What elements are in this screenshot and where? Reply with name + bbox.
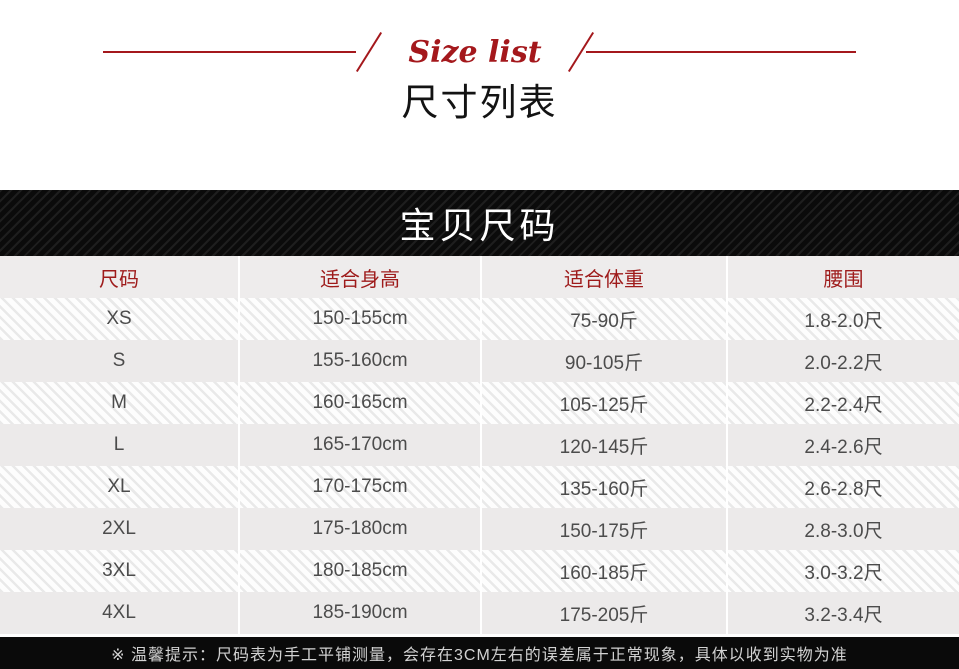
cell-weight: 150-175斤 (480, 508, 726, 551)
section-header: Size list 尺寸列表 (0, 0, 959, 190)
cell-waist: 3.2-3.4尺 (726, 592, 959, 635)
cell-weight: 75-90斤 (480, 298, 726, 341)
cell-size: XS (106, 308, 132, 330)
cell-size: 3XL (102, 560, 136, 582)
cell-weight: 160-185斤 (480, 550, 726, 593)
cell-waist: 2.2-2.4尺 (726, 382, 959, 425)
english-title-row: Size list (0, 29, 959, 75)
table-row: XS 150-155cm 75-90斤 1.8-2.0尺 (0, 298, 959, 341)
decorative-line-left (103, 51, 357, 53)
cell-weight: 135-160斤 (480, 466, 726, 509)
cell-height: 180-185cm (238, 550, 480, 593)
cell-waist: 3.0-3.2尺 (726, 550, 959, 593)
decorative-slash-left (356, 31, 383, 73)
cell-waist: 1.8-2.0尺 (726, 298, 959, 341)
cell-height: 185-190cm (238, 592, 480, 635)
cell-height: 165-170cm (238, 424, 480, 467)
table-body: XS 150-155cm 75-90斤 1.8-2.0尺 S 155-160cm… (0, 298, 959, 635)
cell-height: 175-180cm (238, 508, 480, 551)
notice-bar: ※ 温馨提示：尺码表为手工平铺测量，会存在3CM左右的误差属于正常现象，具体以收… (0, 637, 959, 669)
column-header-waist: 腰围 (726, 256, 959, 299)
cell-weight: 105-125斤 (480, 382, 726, 425)
table-header-row: 尺码 适合身高 适合体重 腰围 (0, 256, 959, 299)
table-row: 4XL 185-190cm 175-205斤 3.2-3.4尺 (0, 592, 959, 635)
cell-height: 170-175cm (238, 466, 480, 509)
cell-waist: 2.4-2.6尺 (726, 424, 959, 467)
cell-waist: 2.6-2.8尺 (726, 466, 959, 509)
banner-title: 宝贝尺码 (399, 204, 560, 246)
cell-waist: 2.8-3.0尺 (726, 508, 959, 551)
cell-height: 150-155cm (238, 298, 480, 341)
cell-size: M (111, 392, 127, 414)
cell-waist: 2.0-2.2尺 (726, 340, 959, 383)
size-table: 尺码 适合身高 适合体重 腰围 XS 150-155cm 75-90斤 1.8-… (0, 256, 959, 635)
column-header-weight: 适合体重 (480, 256, 726, 299)
chinese-title: 尺寸列表 (401, 82, 558, 123)
cell-size: XL (107, 476, 131, 498)
table-row: XL 170-175cm 135-160斤 2.6-2.8尺 (0, 466, 959, 509)
cell-size: 2XL (102, 518, 136, 540)
cell-weight: 120-145斤 (480, 424, 726, 467)
cell-height: 160-165cm (238, 382, 480, 425)
banner: 宝贝尺码 (0, 189, 959, 257)
table-row: S 155-160cm 90-105斤 2.0-2.2尺 (0, 340, 959, 383)
table-row: 2XL 175-180cm 150-175斤 2.8-3.0尺 (0, 508, 959, 551)
cell-weight: 90-105斤 (480, 340, 726, 383)
cell-weight: 175-205斤 (480, 592, 726, 635)
column-header-size: 尺码 (99, 268, 139, 291)
cell-size: L (113, 434, 125, 456)
english-title: Size list (408, 34, 542, 70)
divider-gap (0, 634, 959, 638)
table-row: L 165-170cm 120-145斤 2.4-2.6尺 (0, 424, 959, 467)
cell-size: S (112, 350, 126, 372)
cell-height: 155-160cm (238, 340, 480, 383)
notice-text: ※ 温馨提示：尺码表为手工平铺测量，会存在3CM左右的误差属于正常现象，具体以收… (111, 647, 848, 665)
table-row: M 160-165cm 105-125斤 2.2-2.4尺 (0, 382, 959, 425)
table-row: 3XL 180-185cm 160-185斤 3.0-3.2尺 (0, 550, 959, 593)
column-header-height: 适合身高 (238, 256, 480, 299)
cell-size: 4XL (102, 602, 136, 624)
decorative-line-right (585, 51, 856, 53)
